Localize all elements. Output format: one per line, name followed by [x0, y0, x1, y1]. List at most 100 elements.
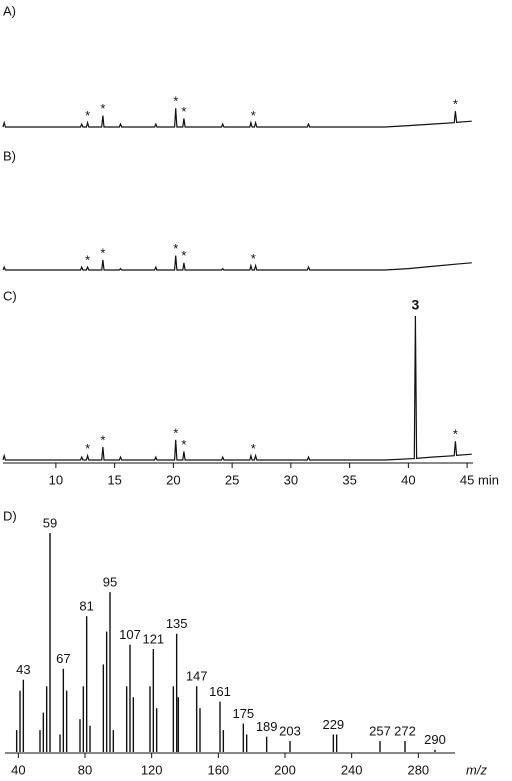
trace	[2, 255, 472, 271]
spectrum-bar	[85, 616, 88, 752]
spectrum-bar	[129, 644, 131, 752]
spectrum-bar	[59, 734, 61, 752]
x-tick-label: 35	[342, 472, 356, 487]
x-tick-label: 45	[460, 472, 474, 487]
spectrum-bar	[125, 686, 128, 752]
spectrum-bar	[175, 633, 178, 752]
spectrum-bar	[199, 708, 201, 752]
peak-annotation: *	[173, 241, 178, 256]
panel-label: B)	[3, 148, 16, 163]
x-tick-label: 40	[11, 762, 25, 777]
peak-annotation: *	[85, 441, 90, 456]
peak-label: 175	[232, 706, 254, 721]
peak-annotation: *	[453, 427, 458, 442]
peak-label: 121	[142, 632, 164, 647]
x-tick-label: 160	[207, 762, 229, 777]
x-tick-label: 15	[107, 472, 121, 487]
peak-label: 43	[16, 662, 30, 677]
spectrum-bar	[15, 730, 18, 752]
x-axis-label: min	[478, 472, 499, 487]
peak-annotation: *	[251, 441, 256, 456]
panel-label: C)	[3, 288, 17, 303]
spectrum-bar	[49, 533, 51, 752]
spectrum-bar	[42, 712, 45, 752]
spectrum-bar	[19, 690, 21, 752]
spectrum-bar	[222, 730, 225, 752]
x-tick-label: 240	[341, 762, 363, 777]
peak-label: 257	[369, 723, 391, 738]
x-tick-label: 200	[274, 762, 296, 777]
spectrum-bar	[132, 697, 135, 752]
x-tick-label: 120	[141, 762, 163, 777]
spectrum-bar	[105, 631, 108, 752]
peak-label: 107	[119, 627, 141, 642]
peak-annotation: *	[173, 425, 178, 440]
trace	[2, 108, 472, 128]
peak-label: 59	[43, 515, 57, 530]
spectrum-bar	[404, 741, 406, 752]
spectrum-bar	[332, 734, 335, 752]
x-tick-label: 10	[49, 472, 63, 487]
peak-annotation: *	[85, 253, 90, 268]
spectrum-bar	[89, 725, 91, 752]
spectrum-bar	[245, 734, 248, 752]
spectrum-bar	[82, 686, 85, 752]
peak-label: 95	[103, 575, 117, 590]
spectrum-bar	[195, 686, 198, 752]
spectrum-bar	[335, 734, 338, 752]
peak-label: 189	[256, 719, 278, 734]
spectrum-bar	[149, 686, 151, 752]
panel-label: D)	[3, 508, 17, 523]
spectrum-bar	[177, 697, 180, 752]
peak-label: 161	[209, 684, 231, 699]
spectrum-bar	[434, 749, 436, 752]
x-tick-label: 30	[284, 472, 298, 487]
x-tick-label: 80	[78, 762, 92, 777]
peak-annotation: *	[85, 108, 90, 123]
peak-label: 135	[166, 616, 188, 631]
peak-label: 229	[322, 717, 344, 732]
x-axis-label: m/z	[466, 762, 487, 777]
spectrum-bar	[379, 741, 381, 752]
peak-annotation: *	[181, 248, 186, 263]
spectrum-bar	[109, 592, 111, 752]
peak-label: 67	[56, 651, 70, 666]
peak-label: 272	[394, 723, 416, 738]
panel-label: A)	[3, 3, 16, 18]
spectrum-bar	[219, 701, 221, 752]
peak-label: 203	[279, 723, 301, 738]
peak-annotation: 3	[412, 297, 420, 313]
trace	[2, 315, 472, 461]
spectrum-bar	[152, 649, 155, 752]
spectrum-bar	[265, 736, 268, 752]
peak-annotation: *	[251, 108, 256, 123]
peak-annotation: *	[181, 437, 186, 452]
spectrum-bar	[62, 668, 65, 752]
spectrum-bar	[155, 708, 158, 752]
spectrum-bar	[172, 686, 175, 752]
x-tick-label: 20	[166, 472, 180, 487]
peak-annotation: *	[100, 101, 105, 116]
spectrum-bar	[112, 730, 115, 752]
spectrum-bar	[39, 730, 41, 752]
peak-annotation: *	[251, 251, 256, 266]
peak-annotation: *	[173, 94, 178, 109]
x-tick-label: 280	[407, 762, 429, 777]
spectrum-bar	[65, 690, 68, 752]
spectrum-bar	[289, 741, 291, 752]
x-tick-label: 40	[401, 472, 415, 487]
peak-annotation: *	[100, 432, 105, 447]
peak-annotation: *	[453, 97, 458, 112]
spectrum-bar	[102, 664, 105, 752]
peak-label: 147	[186, 669, 208, 684]
spectrum-bar	[242, 723, 245, 752]
x-tick-label: 25	[225, 472, 239, 487]
spectrum-bar	[79, 719, 81, 752]
peak-annotation: *	[100, 245, 105, 260]
spectrum-bar	[45, 686, 48, 752]
peak-label: 290	[424, 732, 446, 747]
peak-label: 81	[79, 599, 93, 614]
peak-annotation: *	[181, 104, 186, 119]
spectrum-bar	[22, 679, 25, 752]
